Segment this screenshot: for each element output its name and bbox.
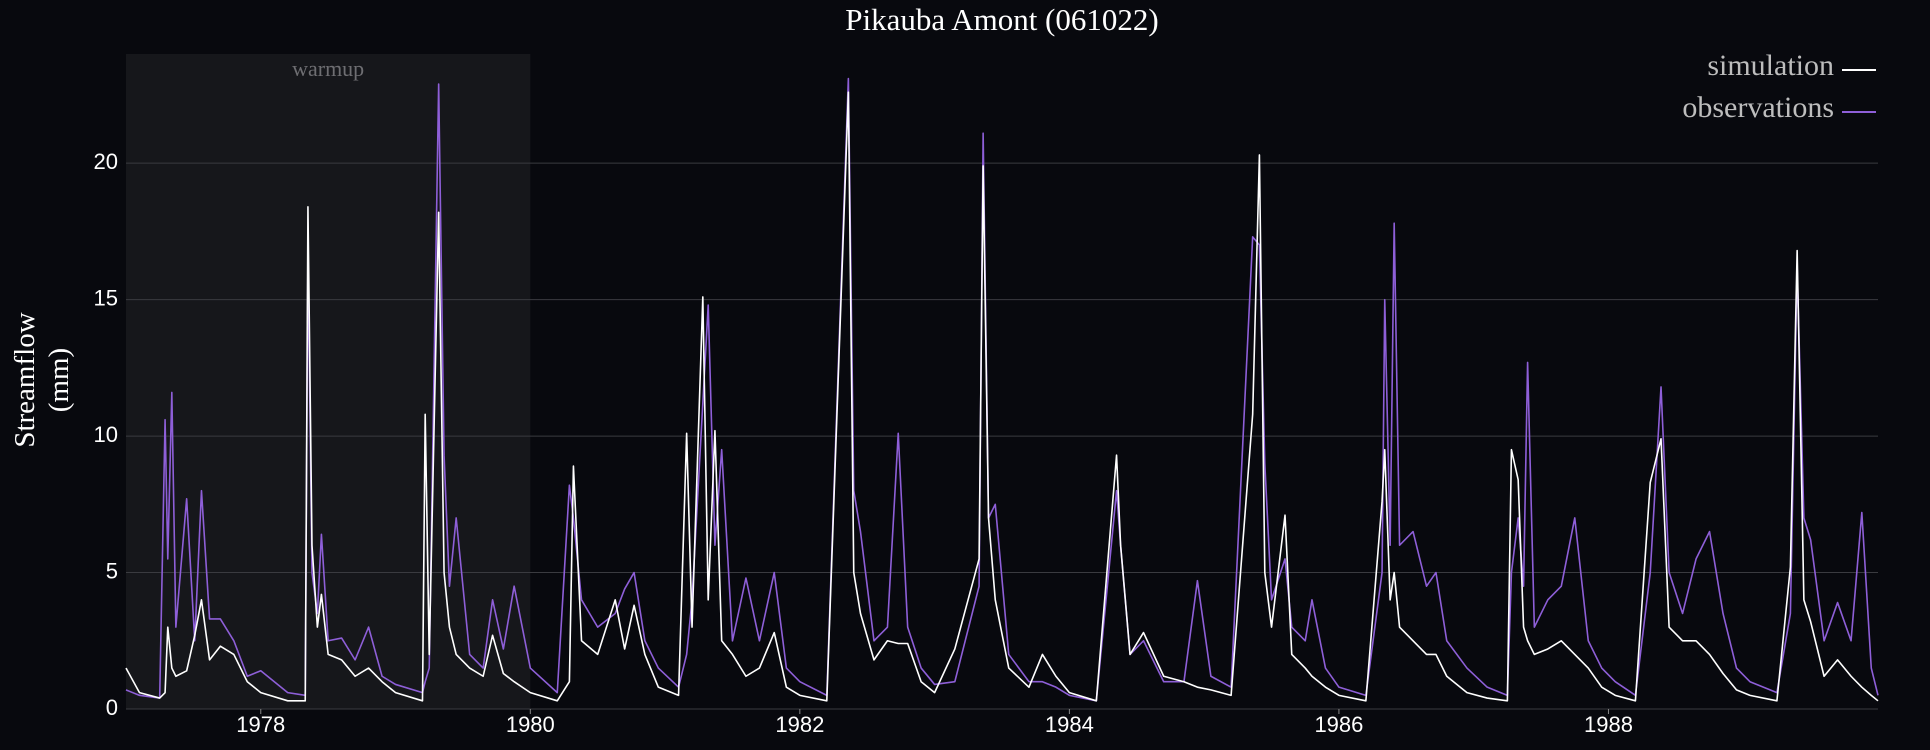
x-tick-label: 1984 (1045, 712, 1094, 737)
y-tick-label: 0 (106, 695, 118, 720)
series-line (125, 77, 1879, 702)
warmup-label: warmup (292, 56, 364, 81)
y-tick-label: 20 (94, 149, 118, 174)
y-axis-label: Streamflow (mm) (9, 312, 75, 448)
legend-label: observations (1682, 91, 1834, 124)
series-line (125, 91, 1879, 702)
x-tick-label: 1988 (1584, 712, 1633, 737)
x-tick-label: 1978 (236, 712, 285, 737)
x-tick-label: 1986 (1314, 712, 1363, 737)
y-tick-label: 5 (106, 558, 118, 583)
y-tick-label: 10 (94, 422, 118, 447)
legend-label: simulation (1707, 49, 1834, 82)
x-tick-label: 1980 (506, 712, 555, 737)
chart-title: Pikauba Amont (061022) (845, 2, 1158, 37)
y-tick-label: 15 (94, 285, 118, 310)
x-tick-label: 1982 (775, 712, 824, 737)
warmup-band (126, 54, 531, 709)
